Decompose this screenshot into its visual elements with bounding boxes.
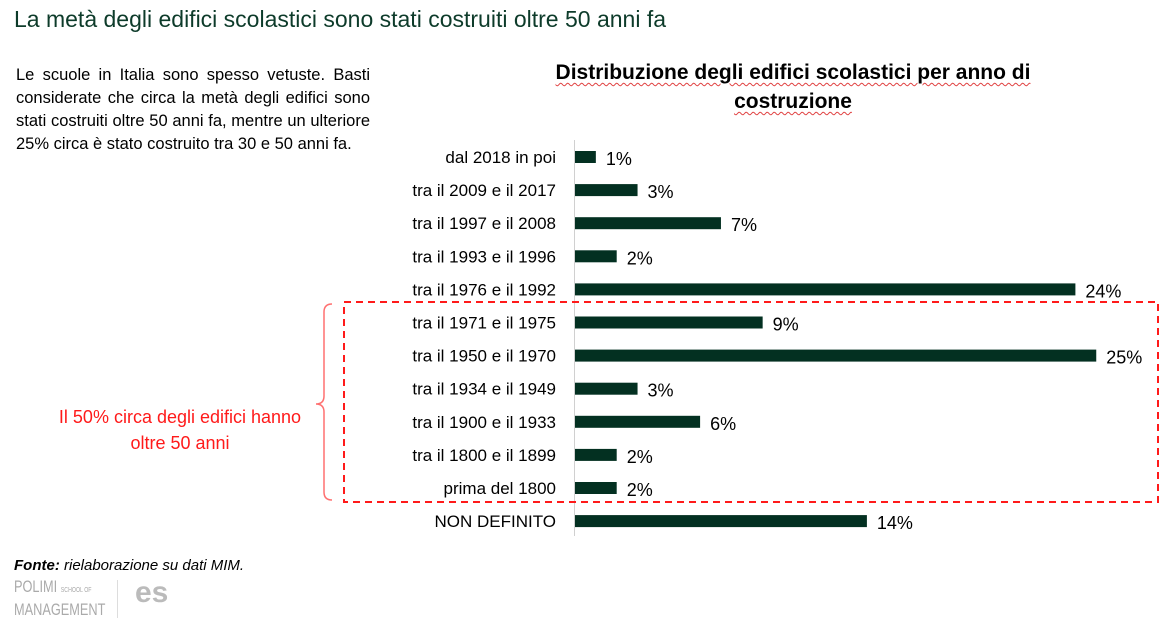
data-label: 24% — [1085, 281, 1121, 301]
data-label: 2% — [627, 480, 653, 500]
bar — [575, 515, 867, 528]
data-label: 14% — [877, 513, 913, 533]
category-label: tra il 1976 e il 1992 — [412, 280, 556, 299]
brace-icon — [315, 303, 333, 501]
category-label: tra il 1997 e il 2008 — [412, 214, 556, 233]
category-label: tra il 1934 e il 1949 — [412, 380, 556, 399]
polimi-logo: POLIMI SCHOOL OF MANAGEMENT — [14, 577, 106, 619]
data-label: 9% — [773, 315, 799, 335]
data-label: 1% — [606, 149, 632, 169]
category-label: tra il 1993 e il 1996 — [412, 247, 556, 266]
data-label: 7% — [731, 215, 757, 235]
category-label: NON DEFINITO — [434, 512, 556, 531]
bar — [575, 283, 1076, 296]
data-label: 25% — [1106, 348, 1142, 368]
page-title: La metà degli edifici scolastici sono st… — [14, 6, 666, 32]
category-label: tra il 1900 e il 1933 — [412, 413, 556, 432]
bar — [575, 250, 617, 263]
bar — [575, 217, 721, 230]
data-label: 2% — [627, 248, 653, 268]
data-label: 2% — [627, 447, 653, 467]
category-label: tra il 1950 e il 1970 — [412, 347, 556, 366]
data-label: 3% — [648, 381, 674, 401]
bar — [575, 349, 1097, 362]
data-label: 6% — [710, 414, 736, 434]
bar — [575, 151, 596, 163]
logo-divider — [117, 580, 118, 618]
chart-title: Distribuzione degli edifici scolastici p… — [555, 61, 1031, 113]
es-logo: es — [135, 576, 169, 609]
bar — [575, 316, 763, 329]
bar — [575, 415, 701, 428]
highlight-box — [343, 301, 1159, 503]
intro-text: Le scuole in Italia sono spesso vetuste.… — [16, 66, 370, 153]
bar — [575, 448, 617, 461]
annotation-text: Il 50% circa degli edifici hanno oltre 5… — [58, 407, 302, 453]
category-label: tra il 2009 e il 2017 — [412, 181, 556, 200]
bar — [575, 184, 638, 197]
category-label: dal 2018 in poi — [445, 148, 556, 167]
data-label: 3% — [648, 182, 674, 202]
category-label: tra il 1971 e il 1975 — [412, 314, 556, 333]
bar — [575, 382, 638, 395]
category-label: prima del 1800 — [444, 479, 556, 498]
category-label: tra il 1800 e il 1899 — [412, 446, 556, 465]
source-note: Fonte: rielaborazione su dati MIM. — [14, 557, 245, 574]
bar — [575, 482, 617, 494]
